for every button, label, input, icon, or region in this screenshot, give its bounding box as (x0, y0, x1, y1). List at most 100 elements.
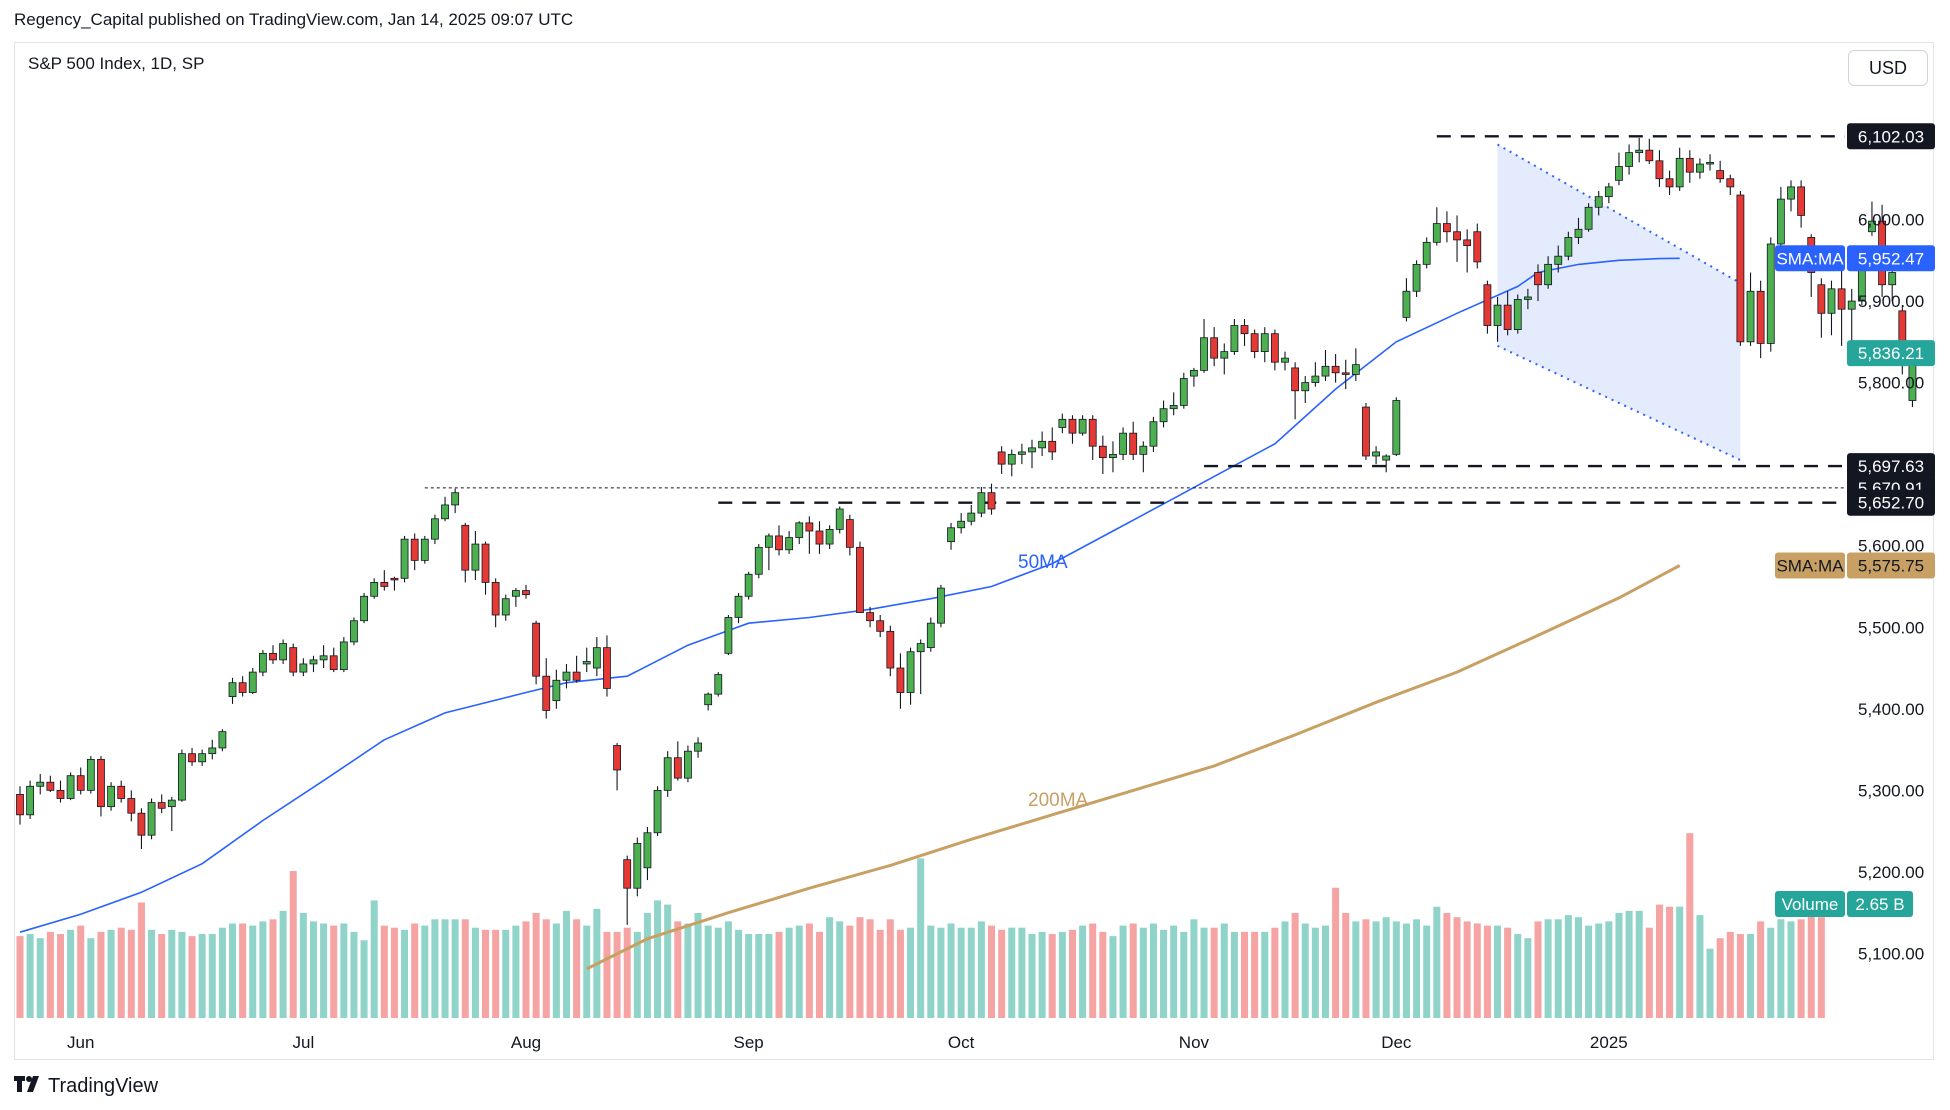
candle[interactable] (1706, 162, 1714, 165)
sma200-line[interactable] (586, 564, 1681, 971)
candle[interactable] (886, 630, 895, 669)
candle[interactable] (461, 524, 470, 571)
candle[interactable] (704, 693, 713, 706)
candle[interactable] (1068, 418, 1077, 434)
candle[interactable] (744, 573, 753, 597)
candle[interactable] (1443, 223, 1451, 233)
candle[interactable] (987, 492, 996, 510)
candle[interactable] (228, 682, 237, 697)
candle[interactable] (957, 520, 966, 529)
candle[interactable] (1645, 149, 1654, 162)
candle[interactable] (673, 757, 682, 779)
candle[interactable] (370, 581, 379, 597)
candle[interactable] (947, 527, 955, 543)
candle[interactable] (258, 652, 267, 673)
candle[interactable] (1827, 288, 1836, 314)
candle[interactable] (522, 590, 530, 596)
candle[interactable] (825, 528, 834, 545)
candle[interactable] (319, 655, 328, 661)
candle[interactable] (1078, 418, 1087, 434)
candle[interactable] (694, 742, 702, 752)
candle[interactable] (1341, 372, 1350, 375)
candle[interactable] (1190, 369, 1198, 377)
candle[interactable] (734, 595, 743, 618)
candle[interactable] (167, 799, 176, 808)
candle[interactable] (1544, 263, 1553, 286)
candle[interactable] (835, 508, 844, 530)
candle[interactable] (1847, 300, 1856, 310)
candle[interactable] (56, 789, 65, 799)
candle[interactable] (1523, 296, 1532, 300)
candle[interactable] (1797, 186, 1806, 216)
candle[interactable] (937, 587, 945, 624)
candle[interactable] (1402, 290, 1411, 318)
candle[interactable] (1270, 333, 1279, 363)
candle[interactable] (1058, 418, 1067, 428)
candle[interactable] (643, 832, 652, 869)
candle[interactable] (1604, 186, 1613, 198)
candle[interactable] (1230, 325, 1239, 353)
candle[interactable] (208, 747, 217, 755)
candle[interactable] (178, 753, 186, 801)
candle[interactable] (1756, 290, 1765, 344)
candle[interactable] (866, 612, 874, 622)
candle[interactable] (410, 538, 419, 561)
candle[interactable] (997, 451, 1006, 465)
candle[interactable] (1513, 299, 1522, 330)
candle[interactable] (309, 659, 318, 665)
candle[interactable] (552, 679, 561, 702)
candle[interactable] (117, 785, 126, 799)
candle[interactable] (1017, 451, 1026, 455)
candle[interactable] (1594, 196, 1603, 208)
candle[interactable] (1139, 445, 1148, 455)
candle[interactable] (86, 758, 95, 791)
candle[interactable] (188, 753, 196, 763)
candle[interactable] (441, 504, 449, 520)
candle[interactable] (66, 775, 75, 799)
candle[interactable] (906, 651, 915, 693)
candle[interactable] (754, 546, 763, 575)
candle[interactable] (1129, 432, 1138, 455)
candle[interactable] (1119, 432, 1127, 455)
candle[interactable] (1473, 231, 1482, 263)
candle[interactable] (1615, 166, 1623, 181)
candle[interactable] (613, 745, 621, 771)
candle[interactable] (431, 518, 439, 540)
candle[interactable] (623, 859, 632, 889)
candle[interactable] (1716, 170, 1725, 180)
candle[interactable] (76, 775, 85, 791)
candle[interactable] (1483, 284, 1492, 326)
candle[interactable] (1250, 333, 1259, 353)
candle[interactable] (562, 671, 571, 681)
candle[interactable] (420, 538, 429, 561)
candle[interactable] (653, 789, 662, 834)
candle[interactable] (107, 785, 115, 808)
candle[interactable] (775, 535, 783, 551)
candle[interactable] (400, 538, 409, 579)
sma50-line[interactable] (19, 257, 1680, 933)
candle[interactable] (26, 785, 35, 816)
candle[interactable] (724, 617, 733, 654)
candle[interactable] (1625, 152, 1633, 167)
candle[interactable] (916, 643, 925, 653)
candle[interactable] (1534, 272, 1542, 286)
candle[interactable] (1291, 367, 1300, 392)
candle[interactable] (1200, 337, 1208, 371)
candle[interactable] (501, 598, 510, 616)
candle[interactable] (1351, 364, 1360, 375)
candle[interactable] (248, 671, 257, 693)
candle[interactable] (1868, 220, 1876, 233)
candle[interactable] (1655, 160, 1664, 180)
candle[interactable] (1362, 406, 1370, 457)
candle[interactable] (856, 546, 864, 613)
candle[interactable] (491, 581, 500, 616)
candle[interactable] (785, 537, 794, 551)
candle[interactable] (238, 682, 247, 693)
candle[interactable] (329, 655, 338, 671)
candle[interactable] (1736, 194, 1745, 343)
candle[interactable] (471, 543, 480, 571)
candle[interactable] (926, 622, 935, 649)
candle[interactable] (1260, 333, 1269, 353)
candle[interactable] (1240, 325, 1249, 335)
candle[interactable] (1028, 447, 1036, 453)
